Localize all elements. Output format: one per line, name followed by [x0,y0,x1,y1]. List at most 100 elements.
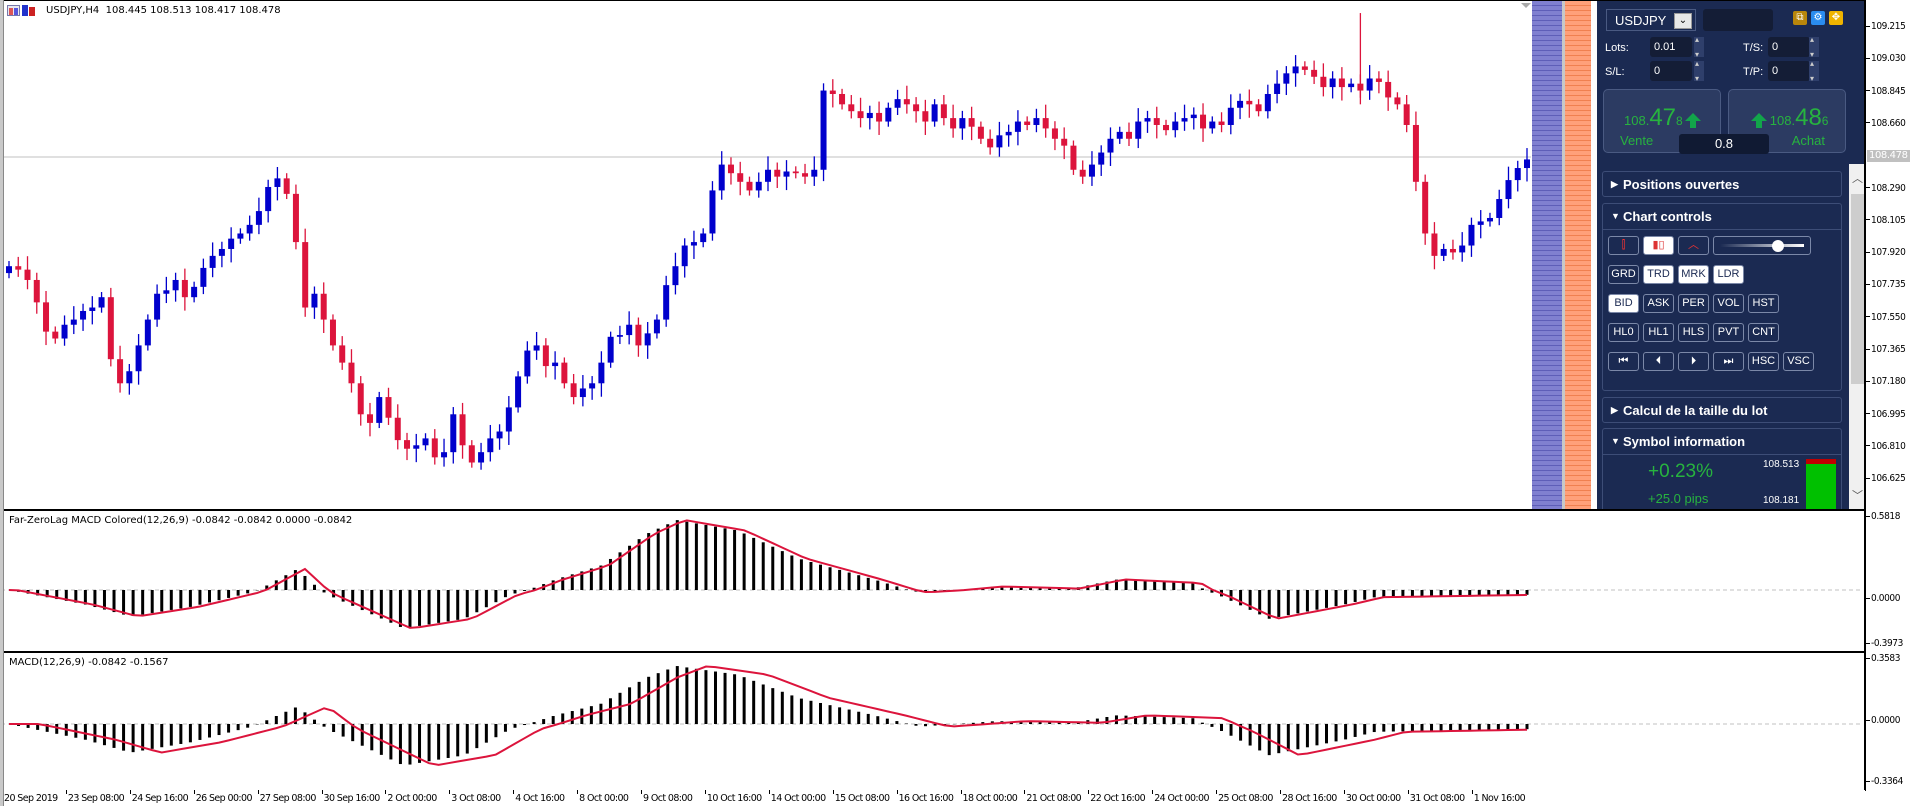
spread-display: 0.8 [1679,134,1769,154]
chart-control-button-vol[interactable]: VOL [1713,294,1744,313]
chart-control-button-hl0[interactable]: HL0 [1608,323,1639,342]
positions-section[interactable]: ▶ Positions ouvertes [1602,171,1842,197]
caret-right-icon: ▶ [1611,405,1618,415]
chart-icons [7,5,37,17]
symbol-select[interactable]: USDJPY ⌄ [1606,9,1696,31]
time-tick: 30 Sep 16:00 [321,790,380,804]
time-tick: 22 Oct 16:00 [1088,790,1146,804]
scroll-up-icon[interactable]: ︿ [1852,173,1863,185]
chart-control-button-pvt[interactable]: PVT [1713,323,1744,342]
time-axis[interactable]: 20 Sep 2019 23 Sep 08:00 24 Sep 16:00 26 Se… [0,790,1865,806]
indicator2-tick-min: -0.3364 [1866,776,1903,787]
chart-control-button-ask[interactable]: ASK [1643,294,1674,313]
chart-control-button-mrk[interactable]: MRK [1678,265,1709,284]
copy-icon[interactable]: ⧉ [1793,11,1807,25]
scroll-down-icon[interactable]: ﹀ [1852,490,1863,502]
time-tick: 21 Oct 08:00 [1024,790,1082,804]
chart-control-button-grd[interactable]: GRD [1608,265,1639,284]
day-high: 108.513 [1763,459,1800,470]
price-tick: 109.215 [1866,21,1906,32]
time-tick: 31 Oct 08:00 [1407,790,1465,804]
chart-control-button-hls[interactable]: HLS [1678,323,1709,342]
candle-chart-button[interactable]: ▮▯ [1643,236,1674,255]
lots-input[interactable]: 0.01 [1650,37,1692,57]
chart-control-button-hsc[interactable]: HSC [1748,352,1779,371]
sl-input[interactable]: 0 [1650,61,1692,81]
sl-label: S/L: [1605,66,1625,78]
indicator2-pane[interactable]: MACD(12,26,9) -0.0842 -0.1567 [0,652,1865,791]
gap-bar-2 [1591,1,1597,509]
panel-scrollbar[interactable]: ︿ ﹀ [1849,164,1864,509]
zoom-slider[interactable] [1713,236,1811,255]
bar-chart-button[interactable]: ⫿ [1608,236,1639,255]
indicator1-tick-max: 0.5818 [1866,511,1900,522]
indicator2-axis: 0.3583 0.0000 -0.3364 [1865,652,1910,791]
chart-control-button-per[interactable]: PER [1678,294,1709,313]
chart-control-button-trd[interactable]: TRD [1643,265,1674,284]
chevron-down-icon[interactable]: ⌄ [1674,13,1692,29]
ts-input[interactable]: 0 [1768,37,1810,57]
chart-control-button-⏭[interactable]: ⏭ [1713,352,1744,371]
tp-input[interactable]: 0 [1768,61,1810,81]
caret-right-icon: ▶ [1611,179,1618,189]
main-chart-pane[interactable]: USDJPY,H4 108.445 108.513 108.417 108.47… [0,0,1865,510]
ts-stepper[interactable] [1809,35,1819,59]
lots-stepper[interactable] [1694,35,1704,59]
chart-control-button-bid[interactable]: BID [1608,294,1639,313]
change-percent: +0.23% [1648,461,1713,482]
slider-handle[interactable] [1772,240,1784,252]
range-bar [1806,459,1836,509]
line-chart-button[interactable]: ︿ [1678,236,1709,255]
price-tick: 106.810 [1866,441,1906,452]
symbol-extra-field[interactable] [1703,9,1773,31]
chart-shift-marker[interactable] [1521,3,1531,8]
chart-control-button-⏴[interactable]: ⏴ [1643,352,1674,371]
indicator1-pane[interactable]: Far-ZeroLag MACD Colored(12,26,9) -0.084… [0,510,1865,652]
sell-label: Vente [1620,133,1654,148]
indicator2-tick-max: 0.3583 [1866,653,1900,664]
price-tick: 108.105 [1866,215,1906,226]
time-tick: 15 Oct 08:00 [832,790,890,804]
chart-control-button-hst[interactable]: HST [1748,294,1779,313]
chart-controls-header[interactable]: ▼ Chart controls [1603,204,1841,230]
time-tick: 1 Nov 16:00 [1471,790,1526,804]
time-tick: 10 Oct 16:00 [704,790,762,804]
chart-title: USDJPY,H4 108.445 108.513 108.417 108.47… [46,5,281,16]
price-tick: 107.920 [1866,247,1906,258]
chart-control-button-⏮[interactable]: ⏮ [1608,352,1639,371]
price-axis[interactable]: 109.215 109.030 108.845 108.660 108.290 108.1… [1865,0,1910,510]
time-tick: 26 Sep 00:00 [193,790,253,804]
symbol-info-header[interactable]: ▼ Symbol information [1603,429,1841,455]
tp-label: T/P: [1743,66,1764,78]
lot-calc-section[interactable]: ▶ Calcul de la taille du lot [1602,397,1842,423]
up-arrow-icon [1751,113,1767,128]
zerolag-macd-plot [1,519,1863,629]
indicator2-tick-zero: 0.0000 [1866,715,1900,726]
time-tick: 25 Oct 08:00 [1216,790,1273,804]
price-tick: 106.995 [1866,409,1906,420]
time-tick: 20 Sep 2019 [2,790,58,804]
chart-control-button-hl1[interactable]: HL1 [1643,323,1674,342]
scroll-thumb[interactable] [1851,194,1864,384]
chart-control-button-cnt[interactable]: CNT [1748,323,1779,342]
chart-control-button-ldr[interactable]: LDR [1713,265,1744,284]
price-tick: 107.550 [1866,312,1906,323]
window-left-edge [0,0,4,806]
price-tick: 107.180 [1866,376,1906,387]
chart-window-icon[interactable] [7,5,20,16]
expert-icon[interactable] [22,5,35,16]
price-tick: 107.735 [1866,279,1906,290]
price-tick: 109.030 [1866,53,1906,64]
buy-label: Achat [1791,133,1825,148]
sl-stepper[interactable] [1694,59,1704,83]
indicator1-title: Far-ZeroLag MACD Colored(12,26,9) -0.084… [9,515,353,526]
chart-controls-section: ▼ Chart controls ⫿ ▮▯ ︿ GRD TRD MRK LDR BID A… [1602,203,1842,391]
expand-icon[interactable]: ✥ [1829,11,1843,25]
tp-stepper[interactable] [1809,59,1819,83]
up-arrow-icon [1685,113,1702,128]
chart-control-button-vsc[interactable]: VSC [1783,352,1814,371]
time-tick: 14 Oct 00:00 [768,790,826,804]
settings-icon[interactable]: ⚙ [1811,11,1825,25]
indicator1-tick-zero: 0.0000 [1866,593,1900,604]
chart-control-button-⏵[interactable]: ⏵ [1678,352,1709,371]
